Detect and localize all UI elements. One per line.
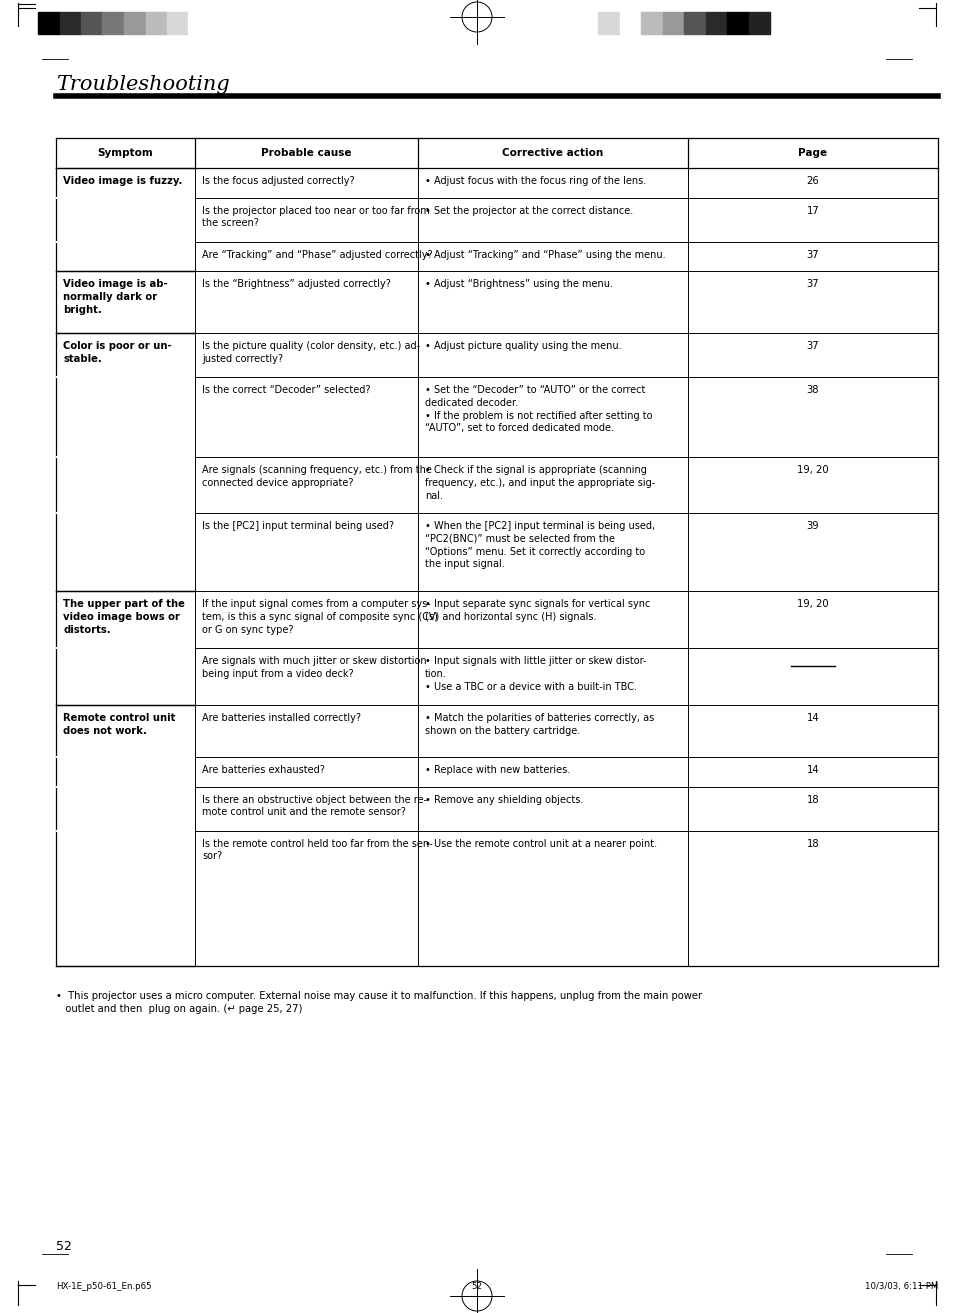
Bar [661, 12, 683, 34]
Bar [59, 12, 81, 34]
Text: 14: 14 [806, 713, 819, 723]
Text: 19, 20: 19, 20 [797, 599, 828, 609]
Text: 38: 38 [806, 385, 819, 395]
Text: 17: 17 [806, 206, 819, 215]
Text: • Replace with new batteries.: • Replace with new batteries. [424, 765, 570, 775]
Text: • Check if the signal is appropriate (scanning
frequency, etc.), and input the a: • Check if the signal is appropriate (sc… [424, 465, 655, 500]
Text: • Use the remote control unit at a nearer point.: • Use the remote control unit at a neare… [424, 839, 657, 848]
Text: 52: 52 [471, 1281, 482, 1291]
Bar [618, 12, 640, 34]
Text: Is the [PC2] input terminal being used?: Is the [PC2] input terminal being used? [202, 521, 394, 530]
Bar [598, 12, 618, 34]
Bar [146, 12, 167, 34]
Bar [102, 12, 124, 34]
Bar [726, 12, 748, 34]
Text: Is the “Brightness” adjusted correctly?: Is the “Brightness” adjusted correctly? [202, 278, 391, 289]
Text: • When the [PC2] input terminal is being used,
“PC2(BNC)” must be selected from : • When the [PC2] input terminal is being… [424, 521, 655, 570]
Text: Is the projector placed too near or too far from
the screen?: Is the projector placed too near or too … [202, 206, 429, 228]
Text: Is the focus adjusted correctly?: Is the focus adjusted correctly? [202, 176, 355, 186]
Text: • Input signals with little jitter or skew distor-
tion.
• Use a TBC or a device: • Input signals with little jitter or sk… [424, 656, 646, 692]
Text: 19, 20: 19, 20 [797, 465, 828, 475]
Bar [81, 12, 102, 34]
Bar [124, 12, 146, 34]
Bar [167, 12, 189, 34]
Text: Is the correct “Decoder” selected?: Is the correct “Decoder” selected? [202, 385, 370, 395]
Text: • Adjust focus with the focus ring of the lens.: • Adjust focus with the focus ring of th… [424, 176, 645, 186]
Text: 18: 18 [806, 839, 819, 848]
Text: 14: 14 [806, 765, 819, 775]
Text: 37: 37 [806, 341, 819, 351]
Text: • Input separate sync signals for vertical sync
(V) and horizontal sync (H) sign: • Input separate sync signals for vertic… [424, 599, 650, 622]
Bar [748, 12, 769, 34]
Text: Is the remote control held too far from the sen-
sor?: Is the remote control held too far from … [202, 839, 432, 861]
Text: 39: 39 [806, 521, 819, 530]
Text: Are batteries installed correctly?: Are batteries installed correctly? [202, 713, 360, 723]
Text: Troubleshooting: Troubleshooting [56, 75, 230, 95]
Text: Is there an obstructive object between the re-
mote control unit and the remote : Is there an obstructive object between t… [202, 794, 427, 817]
Text: HX-1E_p50-61_En.p65: HX-1E_p50-61_En.p65 [56, 1281, 152, 1291]
Text: 26: 26 [806, 176, 819, 186]
Text: Remote control unit
does not work.: Remote control unit does not work. [63, 713, 175, 735]
Text: • Adjust “Brightness” using the menu.: • Adjust “Brightness” using the menu. [424, 278, 613, 289]
Bar [189, 12, 210, 34]
Bar [705, 12, 726, 34]
Text: Corrective action: Corrective action [502, 148, 603, 158]
Text: • Match the polarities of batteries correctly, as
shown on the battery cartridge: • Match the polarities of batteries corr… [424, 713, 654, 735]
Text: • Adjust “Tracking” and “Phase” using the menu.: • Adjust “Tracking” and “Phase” using th… [424, 249, 665, 260]
Text: The upper part of the
video image bows or
distorts.: The upper part of the video image bows o… [63, 599, 185, 634]
Bar [683, 12, 705, 34]
Text: •  This projector uses a micro computer. External noise may cause it to malfunct: • This projector uses a micro computer. … [56, 990, 701, 1014]
Text: 10/3/03, 6:11 PM: 10/3/03, 6:11 PM [863, 1281, 937, 1291]
Text: • Set the “Decoder” to “AUTO” or the correct
dedicated decoder.
• If the problem: • Set the “Decoder” to “AUTO” or the cor… [424, 385, 652, 433]
Text: • Set the projector at the correct distance.: • Set the projector at the correct dista… [424, 206, 633, 215]
Text: 52: 52 [56, 1239, 71, 1253]
Text: 18: 18 [806, 794, 819, 805]
Text: Are signals (scanning frequency, etc.) from the
connected device appropriate?: Are signals (scanning frequency, etc.) f… [202, 465, 432, 488]
Text: 37: 37 [806, 278, 819, 289]
Text: Probable cause: Probable cause [261, 148, 352, 158]
Text: Page: Page [798, 148, 826, 158]
Text: Are “Tracking” and “Phase” adjusted correctly?: Are “Tracking” and “Phase” adjusted corr… [202, 249, 432, 260]
Bar [38, 12, 59, 34]
Text: Are batteries exhausted?: Are batteries exhausted? [202, 765, 325, 775]
Text: 37: 37 [806, 249, 819, 260]
Text: Video image is fuzzy.: Video image is fuzzy. [63, 176, 182, 186]
Bar [640, 12, 661, 34]
Text: Is the picture quality (color density, etc.) ad-
justed correctly?: Is the picture quality (color density, e… [202, 341, 419, 364]
Text: • Remove any shielding objects.: • Remove any shielding objects. [424, 794, 583, 805]
Text: If the input signal comes from a computer sys-
tem, is this a sync signal of com: If the input signal comes from a compute… [202, 599, 437, 634]
Text: Color is poor or un-
stable.: Color is poor or un- stable. [63, 341, 172, 364]
Text: Video image is ab-
normally dark or
bright.: Video image is ab- normally dark or brig… [63, 278, 168, 315]
Text: Are signals with much jitter or skew distortion
being input from a video deck?: Are signals with much jitter or skew dis… [202, 656, 426, 679]
Text: • Adjust picture quality using the menu.: • Adjust picture quality using the menu. [424, 341, 621, 351]
Text: Symptom: Symptom [97, 148, 153, 158]
